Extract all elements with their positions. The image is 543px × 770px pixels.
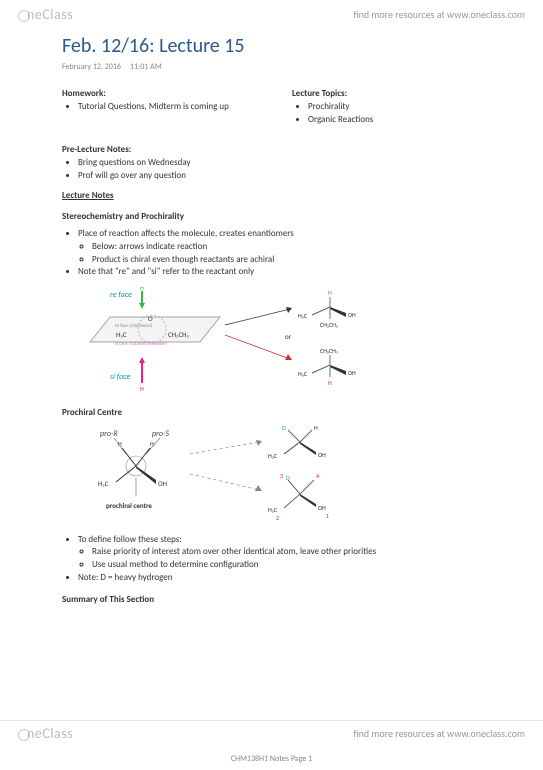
brand-logo: neClass — [18, 6, 73, 23]
list-item: Prof will go over any question — [78, 170, 482, 183]
d-b: D — [286, 474, 290, 482]
brand-logo-text-bottom: neClass — [27, 725, 73, 742]
arrow-bot-head — [285, 354, 292, 360]
or-label: or — [285, 332, 292, 341]
centre-label: prochiral centre — [106, 501, 152, 510]
homework-list: Tutorial Questions, Midterm is coming up — [62, 101, 252, 114]
p-h3c: H₃C — [298, 312, 308, 320]
h-r: H — [150, 440, 154, 448]
list-item: Use usual method to determine configurat… — [92, 559, 482, 572]
prochiral-sublist: Raise priority of interest atom over oth… — [78, 546, 482, 571]
pink-arrow-head — [139, 357, 145, 363]
list-item: Place of reaction affects the molecule, … — [78, 228, 482, 266]
brand-logo-bottom: neClass — [18, 725, 73, 742]
dashed-arrow-top — [190, 442, 260, 454]
plane — [90, 317, 220, 342]
d-t: D — [282, 424, 286, 432]
list-item: Below: arrows indicate reaction — [92, 241, 482, 254]
mol-right-bot: 3 D 4 H₃C 2 OH 1 — [268, 472, 329, 522]
prelecture-list: Bring questions on Wednesday Prof will g… — [62, 157, 482, 182]
summary-head: Summary of This Section — [62, 594, 482, 605]
diagram-re-si: re face H O H₃C CH₂CH₃ re face (clockwis… — [80, 287, 482, 397]
n2: 2 — [276, 514, 279, 522]
h3c-l: H₃C — [98, 479, 109, 488]
brand-tagline-bottom: find more resources at www.oneclass.com — [353, 727, 525, 740]
green-arrow-head — [139, 303, 145, 309]
list-item: Product is chiral even though reactants … — [92, 254, 482, 267]
list-item-text: Place of reaction affects the molecule, … — [78, 228, 294, 239]
list-item: Prochirality — [308, 101, 482, 114]
stereo-list: Place of reaction affects the molecule, … — [62, 228, 482, 278]
homework-head: Homework: — [62, 88, 252, 99]
meta-date: February 12, 2016 — [62, 62, 121, 72]
watermark-bottom: neClass find more resources at www.onecl… — [0, 720, 543, 748]
o-label: O — [148, 314, 153, 323]
oh-l: OH — [158, 479, 167, 488]
p-oh: OH — [348, 311, 356, 319]
pro-s-label: pro-S — [152, 429, 169, 439]
two-column-section: Homework: Tutorial Questions, Midterm is… — [62, 88, 482, 134]
prochiral-list: To define follow these steps: Raise prio… — [62, 534, 482, 584]
h-l: H — [118, 440, 122, 448]
stereo-sublist: Below: arrows indicate reaction Product … — [78, 241, 482, 266]
list-item: Raise priority of interest atom over oth… — [92, 546, 482, 559]
h3c-t: H₃C — [268, 452, 278, 460]
list-item: Note that "re" and "si" refer to the rea… — [78, 266, 482, 279]
brand-logo-text: neClass — [27, 6, 73, 23]
si-face-label: si face — [110, 372, 130, 382]
ch2ch3-label: CH₂CH₃ — [168, 330, 190, 339]
pro-r-label: pro-R — [100, 429, 118, 439]
topics-col: Lecture Topics: Prochirality Organic Rea… — [292, 88, 482, 134]
p2-h: H — [328, 379, 332, 387]
re-sub: re face (clockwise) — [115, 322, 153, 329]
h3c-b: H₃C — [268, 506, 278, 514]
diagram-svg: re face H O H₃C CH₂CH₃ re face (clockwis… — [80, 287, 440, 397]
watermark-top: neClass find more resources at www.onecl… — [0, 0, 543, 29]
p2-oh: OH — [348, 369, 356, 377]
prochiral-svg: pro-R pro-S H H H₃C OH prochiral centre — [80, 424, 440, 524]
p2-ch2ch3: CH₂CH₃ — [320, 347, 338, 355]
lecture-notes-head: Lecture Notes — [62, 190, 482, 201]
product-bottom: CH₂CH₃ H₃C OH H — [298, 347, 356, 387]
prelecture-head: Pre-Lecture Notes: — [62, 144, 482, 155]
h3c-label: H₃C — [116, 330, 127, 339]
si-sub: si face (counterclockwise) — [115, 340, 167, 347]
list-item: To define follow these steps: Raise prio… — [78, 534, 482, 572]
footer-page-number: CHM138H1 Notes Page 1 — [0, 754, 543, 764]
re-face-label: re face — [110, 290, 132, 300]
p2-h3c: H₃C — [298, 370, 308, 378]
homework-col: Homework: Tutorial Questions, Midterm is… — [62, 88, 252, 134]
topics-head: Lecture Topics: — [292, 88, 482, 99]
n3: 3 — [280, 472, 283, 480]
page-title: Feb. 12/16: Lecture 15 — [62, 34, 482, 58]
list-item: Organic Reactions — [308, 114, 482, 127]
n1: 1 — [326, 512, 329, 520]
n4: 4 — [316, 472, 319, 480]
dashed-arrow-bot — [190, 474, 260, 490]
p-h: H — [328, 289, 332, 297]
brand-tagline: find more resources at www.oneclass.com — [353, 8, 525, 21]
list-item: Bring questions on Wednesday — [78, 157, 482, 170]
page-meta: February 12, 2016 11:01 AM — [62, 62, 482, 72]
arrow-top — [225, 309, 290, 325]
meta-time: 11:01 AM — [130, 62, 162, 72]
list-item-text: To define follow these steps: — [78, 534, 182, 545]
page-content: Feb. 12/16: Lecture 15 February 12, 2016… — [62, 34, 482, 611]
p-ch2ch3: CH₂CH₃ — [320, 321, 338, 329]
prochiral-head: Prochiral Centre — [62, 407, 482, 418]
oh-b: OH — [318, 504, 326, 512]
topics-list: Prochirality Organic Reactions — [292, 101, 482, 126]
stereo-head: Stereochemistry and Prochirality — [62, 211, 482, 222]
mol-right-top: D H H₃C OH — [268, 424, 326, 460]
diagram-prochiral: pro-R pro-S H H H₃C OH prochiral centre — [80, 424, 482, 524]
list-item: Tutorial Questions, Midterm is coming up — [78, 101, 252, 114]
product-top: H H₃C OH CH₂CH₃ — [298, 289, 356, 329]
arrow-bot — [225, 335, 290, 359]
h-bottom: H — [140, 385, 144, 393]
oh-t: OH — [318, 451, 326, 459]
h-top: H — [140, 287, 144, 292]
h-t: H — [314, 424, 318, 432]
list-item: Note: D = heavy hydrogen — [78, 572, 482, 585]
